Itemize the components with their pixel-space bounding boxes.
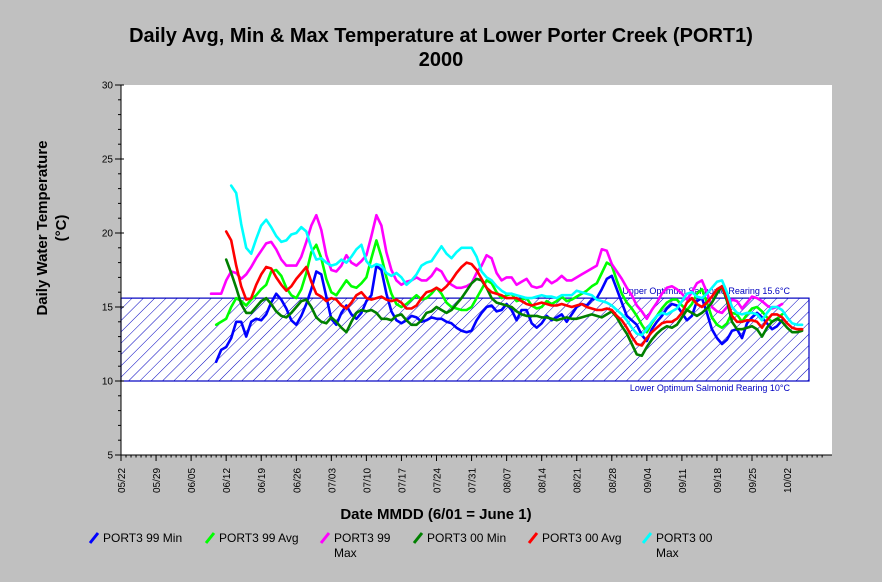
legend-swatch-2 <box>319 532 331 544</box>
y-axis-title: Daily Water Temperature <box>34 140 51 315</box>
x-tick-label: 09/18 <box>713 468 724 493</box>
x-tick-label: 08/07 <box>503 468 514 493</box>
y-tick-label: 20 <box>102 229 114 240</box>
x-tick-label: 08/28 <box>608 468 619 493</box>
series-line-5 <box>229 184 804 337</box>
x-tick-label: 06/26 <box>292 468 303 493</box>
chart-title: Daily Avg, Min & Max Temperature at Lowe… <box>129 25 753 47</box>
legend-swatch-1 <box>204 532 216 544</box>
x-tick-label: 08/21 <box>573 468 584 493</box>
legend-label-3: PORT3 00 Min <box>427 531 506 545</box>
legend-label-2-line2: Max <box>334 546 357 560</box>
legend-swatch-5 <box>641 532 653 544</box>
series-line-4 <box>224 230 804 347</box>
x-tick-label: 05/22 <box>117 468 128 493</box>
lower-threshold-label: Lower Optimum Salmonid Rearing 10°C <box>630 383 791 393</box>
legend-swatch-0 <box>88 532 100 544</box>
y-tick-label: 25 <box>102 155 114 166</box>
x-tick-label: 06/05 <box>187 468 198 493</box>
legend-label-1: PORT3 99 Avg <box>219 531 299 545</box>
x-tick-label: 09/11 <box>678 468 689 493</box>
y-axis-unit: (°C) <box>53 215 70 242</box>
x-tick-label: 07/31 <box>468 468 479 493</box>
y-tick-label: 5 <box>107 451 113 462</box>
x-tick-label: 09/04 <box>643 468 654 493</box>
legend-label-4: PORT3 00 Avg <box>542 531 622 545</box>
y-tick-label: 10 <box>102 377 114 388</box>
x-tick-label: 06/19 <box>257 468 268 493</box>
series-line-3 <box>224 258 804 358</box>
y-tick-label: 30 <box>102 81 114 92</box>
x-tick-label: 07/17 <box>397 468 408 493</box>
x-tick-label: 07/03 <box>327 468 338 493</box>
x-tick-label: 07/10 <box>362 468 373 493</box>
series-line-0 <box>214 264 784 364</box>
legend-label-2: PORT3 99 <box>334 531 391 545</box>
y-tick-label: 15 <box>102 303 114 314</box>
x-tick-label: 07/24 <box>433 468 444 493</box>
x-axis-title: Date MMDD (6/01 = June 1) <box>340 506 531 523</box>
x-tick-label: 08/14 <box>538 468 549 493</box>
legend: PORT3 99 Min PORT3 99 Avg PORT3 99MaxPORT3… <box>88 531 713 560</box>
legend-label-5: PORT3 00 <box>656 531 713 545</box>
x-tick-label: 10/02 <box>783 468 794 493</box>
legend-swatch-4 <box>527 532 539 544</box>
axis-layer: 5 10 15 20 25 30 05/22 05/29 06/05 06/12 06/19 06/2… <box>102 81 832 493</box>
legend-label-5-line2: Max <box>656 546 679 560</box>
x-tick-label: 06/12 <box>222 468 233 493</box>
x-tick-label: 09/25 <box>748 468 759 493</box>
chart-subtitle: 2000 <box>419 49 464 71</box>
legend-label-0: PORT3 99 Min <box>103 531 182 545</box>
series-line-2 <box>209 213 784 321</box>
series-layer <box>209 184 804 364</box>
legend-swatch-3 <box>412 532 424 544</box>
x-tick-label: 05/29 <box>152 468 163 493</box>
